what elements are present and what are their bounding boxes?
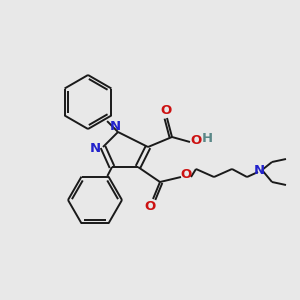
Text: O: O: [144, 200, 156, 212]
Text: O: O: [190, 134, 202, 148]
Text: O: O: [160, 104, 172, 118]
Text: O: O: [180, 169, 192, 182]
Text: N: N: [254, 164, 265, 176]
Text: H: H: [201, 131, 213, 145]
Text: N: N: [89, 142, 100, 154]
Text: N: N: [110, 121, 121, 134]
